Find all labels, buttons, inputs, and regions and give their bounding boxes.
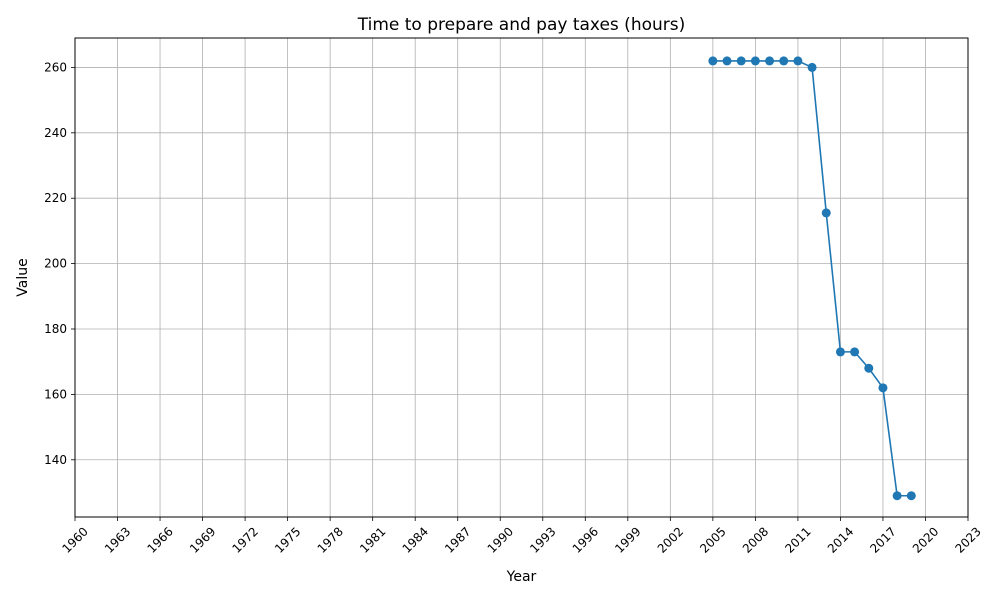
data-point (793, 56, 803, 66)
data-point (835, 347, 845, 357)
data-point (864, 363, 874, 373)
series-layer (708, 56, 916, 501)
data-point (722, 56, 732, 66)
data-point (878, 383, 888, 393)
chart-title: Time to prepare and pay taxes (hours) (357, 15, 686, 35)
data-point (807, 62, 817, 72)
data-point (750, 56, 760, 66)
data-point (906, 491, 916, 501)
y-tick-label: 260 (44, 60, 67, 74)
y-tick-label: 200 (44, 257, 67, 271)
data-point (779, 56, 789, 66)
y-tick-label: 220 (44, 191, 67, 205)
data-point (765, 56, 775, 66)
plot-area-frame (74, 37, 969, 518)
y-tick-label: 180 (44, 322, 67, 336)
data-point (821, 208, 831, 218)
x-axis-label: Year (506, 569, 537, 585)
data-point (892, 491, 902, 501)
data-point (708, 56, 718, 66)
y-tick-label: 160 (44, 387, 67, 401)
y-axis-label: Value (15, 258, 31, 296)
data-point (736, 56, 746, 66)
y-tick-label: 240 (44, 126, 67, 140)
y-axis-ticks: 140 160 180 200 220 240 260 (44, 60, 75, 467)
y-tick-label: 140 (44, 453, 67, 467)
data-point (850, 347, 860, 357)
